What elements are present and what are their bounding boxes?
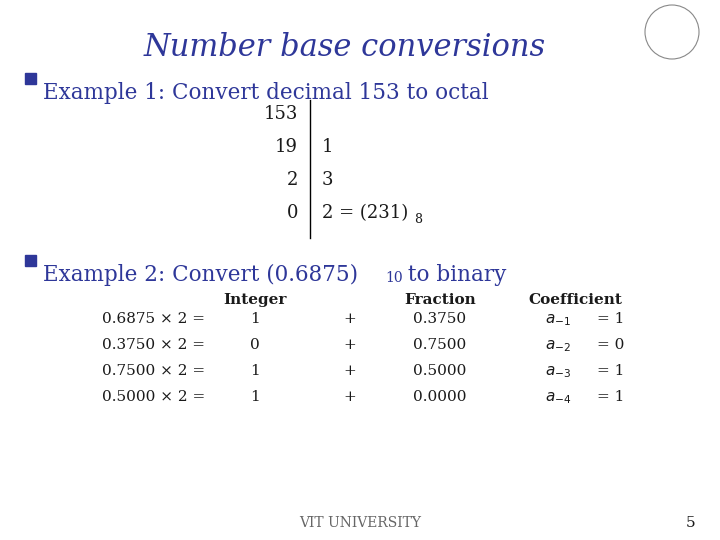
- Text: 0.5000 × 2 =: 0.5000 × 2 =: [102, 390, 205, 404]
- Text: Example 1: Convert decimal 153 to octal: Example 1: Convert decimal 153 to octal: [43, 82, 489, 104]
- FancyBboxPatch shape: [25, 255, 36, 266]
- FancyBboxPatch shape: [25, 73, 36, 84]
- Text: +: +: [343, 390, 356, 404]
- Text: 0.0000: 0.0000: [413, 390, 467, 404]
- Text: 0.7500 × 2 =: 0.7500 × 2 =: [102, 364, 205, 378]
- Text: +: +: [343, 364, 356, 378]
- Text: = 1: = 1: [597, 364, 624, 378]
- Text: 5: 5: [685, 516, 695, 530]
- Text: 1: 1: [250, 390, 260, 404]
- Text: $a_{-1}$: $a_{-1}$: [545, 312, 571, 328]
- Text: 0.7500: 0.7500: [413, 338, 467, 352]
- Text: Example 2: Convert (0.6875): Example 2: Convert (0.6875): [43, 264, 358, 286]
- Text: 1: 1: [250, 312, 260, 326]
- Text: 10: 10: [385, 271, 402, 285]
- Text: $a_{-2}$: $a_{-2}$: [545, 338, 571, 354]
- Text: 0.3750 × 2 =: 0.3750 × 2 =: [102, 338, 205, 352]
- Text: 0: 0: [250, 338, 260, 352]
- Text: 0: 0: [287, 204, 298, 222]
- Text: +: +: [343, 338, 356, 352]
- Text: Coefficient: Coefficient: [528, 293, 622, 307]
- Text: = 1: = 1: [597, 390, 624, 404]
- Text: 1: 1: [250, 364, 260, 378]
- Text: 8: 8: [414, 213, 422, 226]
- Text: 153: 153: [264, 105, 298, 123]
- Text: = 0: = 0: [597, 338, 624, 352]
- Text: 0.3750: 0.3750: [413, 312, 467, 326]
- Text: Fraction: Fraction: [404, 293, 476, 307]
- Text: 1: 1: [322, 138, 333, 156]
- Text: 2: 2: [287, 171, 298, 189]
- Text: to binary: to binary: [401, 264, 506, 286]
- Text: 3: 3: [322, 171, 333, 189]
- Text: 0.6875 × 2 =: 0.6875 × 2 =: [102, 312, 205, 326]
- Text: VIT UNIVERSITY: VIT UNIVERSITY: [299, 516, 421, 530]
- Text: $a_{-3}$: $a_{-3}$: [545, 364, 571, 380]
- Text: = 1: = 1: [597, 312, 624, 326]
- Text: 0.5000: 0.5000: [413, 364, 467, 378]
- Text: 19: 19: [275, 138, 298, 156]
- Text: 2 = (231): 2 = (231): [322, 204, 408, 222]
- Text: Number base conversions: Number base conversions: [144, 32, 546, 63]
- Text: $a_{-4}$: $a_{-4}$: [545, 390, 572, 406]
- Text: Integer: Integer: [223, 293, 287, 307]
- Text: +: +: [343, 312, 356, 326]
